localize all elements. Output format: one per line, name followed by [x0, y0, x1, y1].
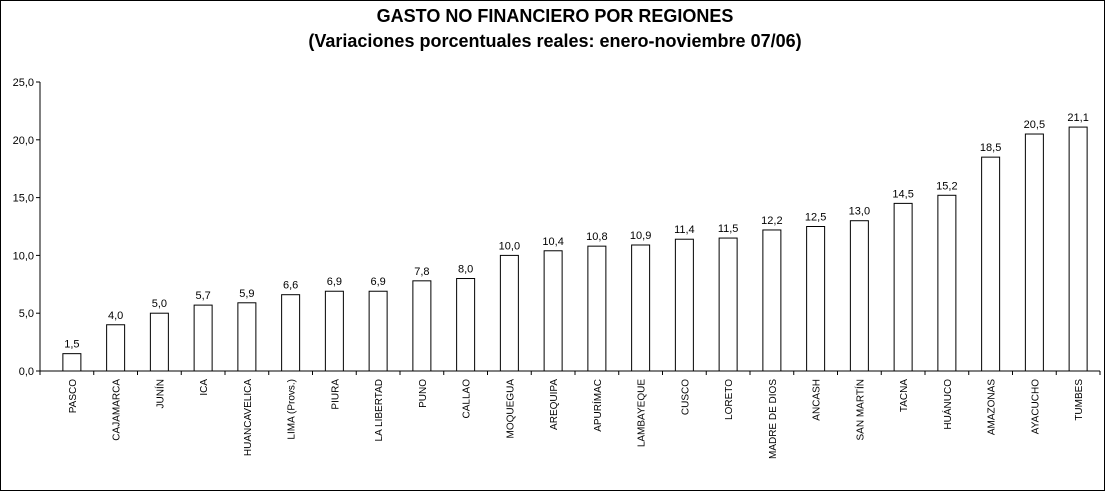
bar — [893, 202, 913, 372]
y-tick-label: 25,0 — [13, 77, 34, 89]
bar — [368, 290, 388, 372]
chart-subtitle: (Variaciones porcentuales reales: enero-… — [308, 31, 801, 51]
y-tick-label: 15,0 — [13, 193, 34, 205]
value-label: 10,4 — [542, 236, 563, 248]
x-tick-label: ANCASH — [812, 379, 823, 421]
y-tick-label: 5,0 — [19, 308, 34, 320]
x-tick-label: TACNA — [899, 379, 910, 412]
bar — [718, 237, 738, 372]
value-label: 5,7 — [195, 290, 210, 302]
value-label: 5,9 — [239, 288, 254, 300]
value-label: 6,9 — [370, 276, 385, 288]
x-tick-label: LAMBAYEQUE — [637, 379, 648, 447]
value-label: 7,8 — [414, 266, 429, 278]
bar — [193, 304, 213, 372]
value-label: 12,5 — [805, 212, 826, 224]
bar — [762, 229, 782, 372]
value-label: 6,6 — [283, 280, 298, 292]
bar — [543, 250, 563, 372]
bar — [324, 290, 344, 372]
bar — [412, 280, 432, 372]
x-tick-label: PUNO — [418, 379, 429, 408]
x-tick-label: PASCO — [68, 379, 79, 413]
bar — [849, 220, 869, 372]
x-tick-label: CUSCO — [680, 379, 691, 415]
bar — [806, 226, 826, 372]
x-tick-label: JUNÍN — [153, 379, 166, 408]
bar — [937, 194, 957, 372]
x-tick-label: AYACUCHO — [1030, 379, 1041, 434]
x-tick-label: AREQUIPA — [549, 379, 560, 430]
value-label: 5,0 — [152, 298, 167, 310]
value-label: 10,9 — [630, 230, 651, 242]
value-label: 10,0 — [499, 240, 520, 252]
x-tick-label: SAN MARTÍN — [853, 379, 866, 441]
value-label: 11,5 — [718, 223, 739, 235]
value-label: 18,5 — [980, 142, 1001, 154]
bar — [281, 294, 301, 372]
bar — [456, 278, 476, 372]
x-tick-label: HUANCAVELICA — [243, 379, 254, 456]
x-tick-label: LORETO — [724, 379, 735, 420]
y-tick-label: 0,0 — [19, 366, 34, 378]
x-tick-label: PIURA — [330, 379, 341, 410]
value-label: 8,0 — [458, 264, 473, 276]
bar — [631, 244, 651, 372]
value-label: 21,1 — [1067, 112, 1088, 124]
value-label: 12,2 — [761, 215, 782, 227]
value-label: 20,5 — [1024, 119, 1045, 131]
value-label: 14,5 — [892, 188, 913, 200]
x-tick-label: LA LIBERTAD — [374, 379, 385, 441]
y-tick-label: 10,0 — [13, 250, 34, 262]
bar — [499, 254, 519, 372]
bar — [106, 324, 126, 372]
x-tick-label: CALLAO — [462, 379, 473, 419]
bar — [587, 245, 607, 372]
x-tick-label: LIMA (Provs.) — [287, 379, 298, 440]
value-label: 6,9 — [327, 276, 342, 288]
x-tick-label: CAJAMARCA — [112, 379, 123, 441]
x-tick-label: ICA — [199, 379, 210, 396]
x-tick-label: TUMBES — [1074, 379, 1085, 421]
bar — [62, 353, 82, 372]
value-label: 4,0 — [108, 310, 123, 322]
x-tick-label: MOQUEGUA — [505, 379, 516, 439]
bar — [1024, 133, 1044, 372]
bar — [1068, 126, 1088, 372]
chart-title: GASTO NO FINANCIERO POR REGIONES — [377, 6, 734, 26]
value-label: 11,4 — [674, 224, 695, 236]
bar — [674, 238, 694, 372]
x-tick-label: MADRE DE DIOS — [768, 379, 779, 459]
x-tick-label: HUÁNUCO — [941, 379, 954, 430]
bar — [149, 312, 169, 372]
value-label: 10,8 — [586, 231, 607, 243]
x-tick-label: AMAZONAS — [987, 379, 998, 435]
value-label: 13,0 — [849, 206, 870, 218]
value-label: 15,2 — [936, 180, 957, 192]
bar — [237, 302, 257, 372]
bar — [981, 156, 1001, 372]
value-label: 1,5 — [64, 339, 79, 351]
y-tick-label: 20,0 — [13, 135, 34, 147]
x-tick-label: APURÍMAC — [591, 379, 604, 432]
